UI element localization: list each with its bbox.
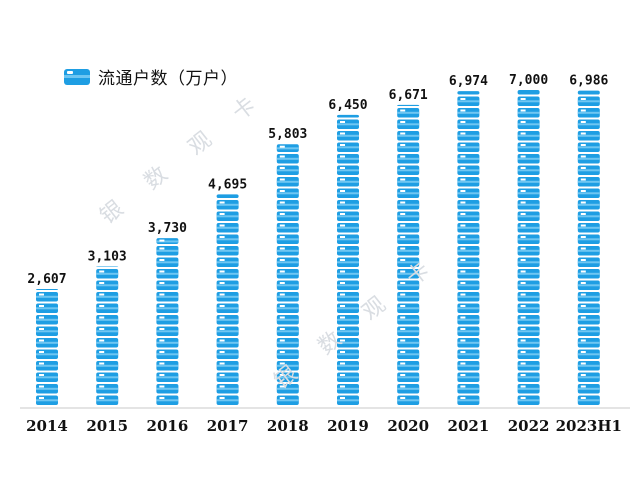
value-label-2015: 3,103 [88, 249, 127, 264]
value-label-2022: 7,000 [509, 73, 548, 88]
x-tick-label-2014: 2014 [26, 417, 68, 435]
value-label-2014: 2,607 [27, 272, 66, 287]
x-tick-label-2021: 2021 [448, 417, 490, 435]
x-tick-label-2018: 2018 [267, 417, 309, 435]
bar-2018 [276, 144, 299, 405]
bars-layer [36, 90, 600, 405]
value-label-2017: 4,695 [208, 177, 247, 192]
x-tick-label-2017: 2017 [207, 417, 249, 435]
value-label-2023H1: 6,986 [569, 74, 608, 89]
x-tick-label-2022: 2022 [508, 417, 550, 435]
legend: 流通户数（万户） [64, 64, 238, 89]
bar-2016 [156, 238, 179, 405]
value-label-2016: 3,730 [148, 221, 187, 236]
x-tick-label-2023H1: 2023H1 [556, 417, 622, 435]
bar-2021 [457, 91, 480, 405]
x-tick-label-2016: 2016 [147, 417, 189, 435]
bar-2023H1 [577, 90, 600, 405]
labels-layer: 2,607 2014 3,103 2015 3,730 2016 4,695 2017 5,80… [26, 73, 622, 435]
bar-2022 [517, 90, 540, 405]
value-label-2020: 6,671 [389, 88, 428, 103]
bar-2015 [96, 266, 119, 405]
card-icon [64, 68, 90, 85]
bar-2017 [216, 194, 239, 405]
value-label-2018: 5,803 [268, 127, 307, 142]
bar-2019 [337, 114, 359, 405]
value-label-2021: 6,974 [449, 74, 488, 89]
value-label-2019: 6,450 [328, 98, 367, 113]
x-tick-label-2019: 2019 [327, 417, 369, 435]
x-tick-label-2020: 2020 [387, 417, 429, 435]
legend-label: 流通户数（万户） [98, 69, 238, 89]
bar-2020 [397, 104, 420, 405]
x-tick-label-2015: 2015 [86, 417, 128, 435]
bar-2014 [36, 288, 58, 405]
